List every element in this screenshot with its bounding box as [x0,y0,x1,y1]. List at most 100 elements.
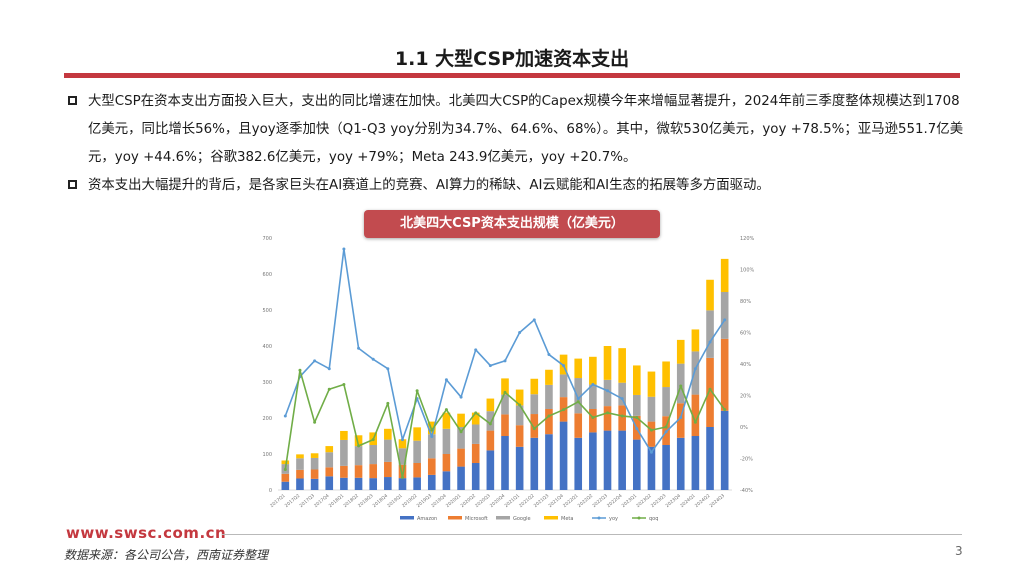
bar-microsoft-2017Q3 [310,469,319,479]
x-axis-tick-label: 2019Q3 [416,493,434,509]
bar-amazon-2024Q2 [706,427,714,490]
legend-label: Microsoft [465,516,488,522]
bar-amazon-2020Q2 [471,463,480,490]
point-qoq-2021Q1 [518,403,522,407]
left-axis-tick-label: 0 [269,488,272,494]
right-axis-tick-label: 60% [740,331,751,337]
bar-microsoft-2020Q4 [501,414,509,436]
x-axis-tick-label: 2023Q2 [635,493,653,509]
bar-amazon-2023Q1 [632,439,641,490]
x-axis-tick-label: 2023Q3 [650,493,668,509]
bar-meta-2017Q1 [281,460,290,465]
bar-amazon-2019Q3 [427,474,436,490]
right-axis-tick-label: -20% [740,457,753,463]
bar-google-2019Q4 [442,428,451,454]
bar-amazon-2022Q2 [589,432,597,490]
x-axis-tick-label: 2023Q1 [621,493,639,509]
bar-meta-2018Q1 [340,430,348,440]
bar-google-2022Q1 [574,378,583,414]
title-underline [64,73,960,78]
bar-microsoft-2022Q4 [618,405,626,431]
bar-amazon-2018Q2 [354,477,363,490]
point-qoq-2024Q3 [723,408,727,412]
bar-google-2024Q2 [706,310,714,358]
bar-microsoft-2018Q2 [354,465,363,478]
point-yoy-2017Q3 [313,359,317,363]
bar-microsoft-2023Q4 [676,403,685,438]
point-yoy-2020Q2 [474,348,478,352]
bar-amazon-2020Q1 [457,466,465,490]
point-qoq-2024Q2 [708,387,712,391]
point-qoq-2023Q4 [679,384,683,388]
x-axis-tick-label: 2017Q1 [269,493,287,509]
bar-google-2017Q2 [296,458,304,470]
point-qoq-2018Q1 [342,382,346,386]
bar-microsoft-2017Q2 [296,469,304,479]
legend-label: yoy [609,516,618,522]
legend-label: Amazon [417,516,437,522]
bar-amazon-2021Q2 [530,437,539,490]
bar-google-2021Q1 [515,405,524,426]
bar-amazon-2024Q1 [691,436,700,490]
bullet-item-capex: 大型CSP在资本支出方面投入巨大，支出的同比增速在加快。北美四大CSP的Cape… [68,88,968,172]
bar-amazon-2019Q1 [398,478,407,490]
bar-amazon-2017Q4 [325,476,334,490]
bar-google-2019Q3 [427,434,436,459]
x-axis-tick-label: 2021Q3 [533,493,551,509]
point-qoq-2022Q2 [591,416,595,420]
point-yoy-2022Q1 [576,397,580,401]
right-axis-tick-label: 40% [740,362,751,368]
bar-amazon-2022Q1 [574,437,583,490]
page-number: 3 [955,544,963,558]
point-qoq-2021Q2 [532,427,536,431]
bar-amazon-2022Q4 [618,430,626,490]
bar-google-2023Q1 [632,394,641,416]
bar-microsoft-2018Q3 [369,464,378,479]
bar-amazon-2022Q3 [603,430,612,490]
x-axis-tick-label: 2022Q2 [577,493,595,509]
bar-meta-2019Q4 [442,412,451,429]
x-axis-tick-label: 2017Q2 [284,493,302,509]
bar-microsoft-2017Q4 [325,467,334,477]
point-qoq-2017Q2 [298,368,302,372]
bar-google-2017Q3 [310,457,319,470]
x-axis-tick-label: 2024Q2 [694,493,712,509]
point-yoy-2024Q3 [723,318,727,322]
bar-google-2019Q1 [398,448,407,465]
bullet-square-icon [68,96,77,105]
bar-microsoft-2024Q2 [706,357,714,427]
bar-amazon-2018Q1 [340,477,348,490]
point-qoq-2018Q3 [371,438,375,442]
point-yoy-2019Q4 [444,378,448,382]
bar-google-2022Q3 [603,379,612,407]
x-axis-tick-label: 2019Q4 [430,493,448,509]
left-axis-tick-label: 500 [262,308,272,314]
bar-microsoft-2022Q1 [574,413,583,438]
bullet-text-capex: 大型CSP在资本支出方面投入巨大，支出的同比增速在加快。北美四大CSP的Cape… [88,94,964,165]
legend-swatch-meta [544,516,558,520]
legend-swatch-amazon [400,516,414,520]
bar-meta-2017Q4 [325,446,334,453]
bar-meta-2020Q4 [501,378,509,395]
bar-microsoft-2019Q4 [442,454,451,472]
bar-google-2022Q4 [618,382,626,406]
bar-meta-2020Q2 [471,412,480,425]
point-yoy-2021Q4 [562,364,566,368]
right-axis-tick-label: 100% [740,268,755,274]
bar-google-2017Q4 [325,452,334,468]
point-qoq-2023Q2 [649,428,653,432]
bar-microsoft-2019Q1 [398,464,407,479]
point-qoq-2023Q3 [664,425,668,429]
x-axis-tick-label: 2017Q3 [298,493,316,509]
bar-meta-2021Q3 [545,369,553,385]
bar-meta-2022Q3 [603,346,612,380]
point-qoq-2019Q2 [415,389,419,393]
x-axis-tick-label: 2021Q4 [547,493,565,509]
right-axis-tick-label: 0% [740,425,748,431]
bar-meta-2024Q2 [706,279,714,311]
right-axis-tick-label: 120% [740,236,755,242]
x-axis-tick-label: 2020Q4 [489,493,507,509]
point-yoy-2017Q4 [327,367,331,371]
point-qoq-2024Q1 [693,420,697,424]
point-yoy-2021Q1 [518,331,522,334]
